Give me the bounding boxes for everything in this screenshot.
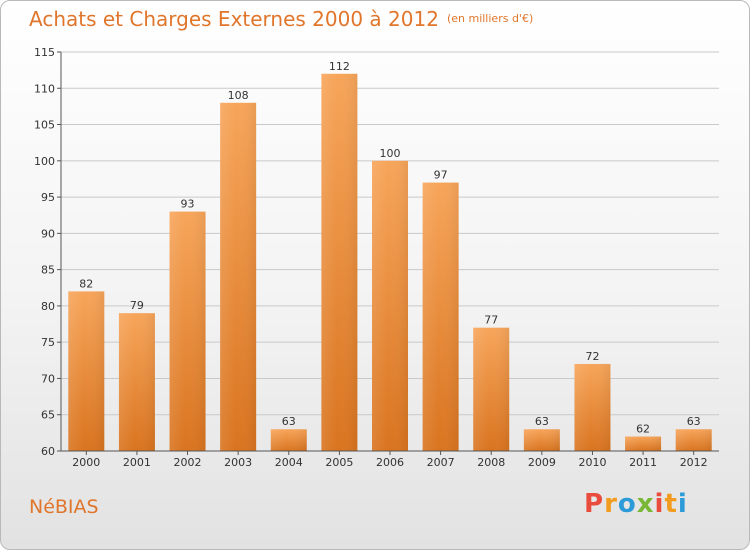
x-tick-label: 2001 [123, 456, 151, 469]
bar-shine [270, 429, 307, 451]
chart-unit: (en milliers d'€) [446, 12, 534, 25]
y-tick-label: 110 [34, 82, 55, 95]
y-tick-label: 105 [34, 119, 55, 132]
bars [68, 73, 712, 452]
value-label: 97 [434, 169, 448, 182]
x-tick-label: 2012 [680, 456, 708, 469]
x-tick-label: 2010 [578, 456, 606, 469]
y-tick-label: 60 [41, 445, 55, 458]
y-tick-label: 85 [41, 264, 55, 277]
bar-shine [473, 327, 510, 451]
value-label: 62 [636, 422, 650, 435]
x-tick-label: 2004 [275, 456, 303, 469]
logo-letter: r [604, 489, 618, 519]
chart-title: Achats et Charges Externes 2000 à 2012 [29, 7, 439, 31]
bar-shine [68, 291, 105, 451]
bar-shine [625, 436, 662, 451]
value-label: 77 [484, 314, 498, 327]
y-tick-label: 80 [41, 300, 55, 313]
x-tick-label: 2008 [477, 456, 505, 469]
logo-letter: P [584, 489, 605, 519]
y-tick-label: 90 [41, 227, 55, 240]
bar-shine [169, 211, 206, 451]
bar-shine [675, 429, 712, 451]
y-tick-label: 95 [41, 191, 55, 204]
value-label: 63 [687, 415, 701, 428]
logo-letter: t [664, 489, 678, 519]
value-label: 108 [228, 89, 249, 102]
bar-shine [523, 429, 560, 451]
value-label: 93 [181, 198, 195, 211]
bar-shine [220, 102, 257, 452]
y-tick-label: 100 [34, 155, 55, 168]
x-tick-label: 2007 [427, 456, 455, 469]
logo-letter: x [636, 489, 655, 519]
value-label: 112 [329, 60, 350, 73]
value-labels: 82 79 93 108 63 112 100 97 77 63 72 62 63 [79, 60, 700, 436]
value-label: 100 [380, 147, 401, 160]
x-tick-label: 2000 [72, 456, 100, 469]
y-tick-label: 65 [41, 409, 55, 422]
value-label: 72 [585, 350, 599, 363]
y-tick-label: 115 [34, 46, 55, 59]
x-tick-label: 2006 [376, 456, 404, 469]
value-label: 63 [282, 415, 296, 428]
x-tick-label: 2009 [528, 456, 556, 469]
bar-shine [574, 363, 611, 451]
chart-title-block: Achats et Charges Externes 2000 à 2012 (e… [29, 7, 533, 31]
logo-letter: i [654, 489, 665, 519]
logo-letter: o [617, 489, 637, 519]
x-tick-label: 2002 [174, 456, 202, 469]
value-label: 79 [130, 299, 144, 312]
bar-shine [372, 160, 408, 451]
logo-letter: i [677, 489, 688, 519]
commune-name: NéBIAS [29, 496, 99, 518]
value-label: 82 [79, 277, 93, 290]
y-tick-label: 75 [41, 336, 55, 349]
y-tick-label: 70 [41, 372, 55, 385]
axes: 60 65 70 75 80 85 90 95 100 105 110 115 2000 2001 2002… [34, 46, 719, 469]
x-tick-label: 2011 [629, 456, 657, 469]
x-tick-label: 2005 [325, 456, 353, 469]
bar-shine [321, 73, 358, 451]
value-label: 63 [535, 415, 549, 428]
proxiti-logo: Proxiti [584, 489, 688, 519]
x-tick-label: 2003 [224, 456, 252, 469]
bar-shine [118, 313, 155, 451]
bar-shine [422, 182, 459, 451]
